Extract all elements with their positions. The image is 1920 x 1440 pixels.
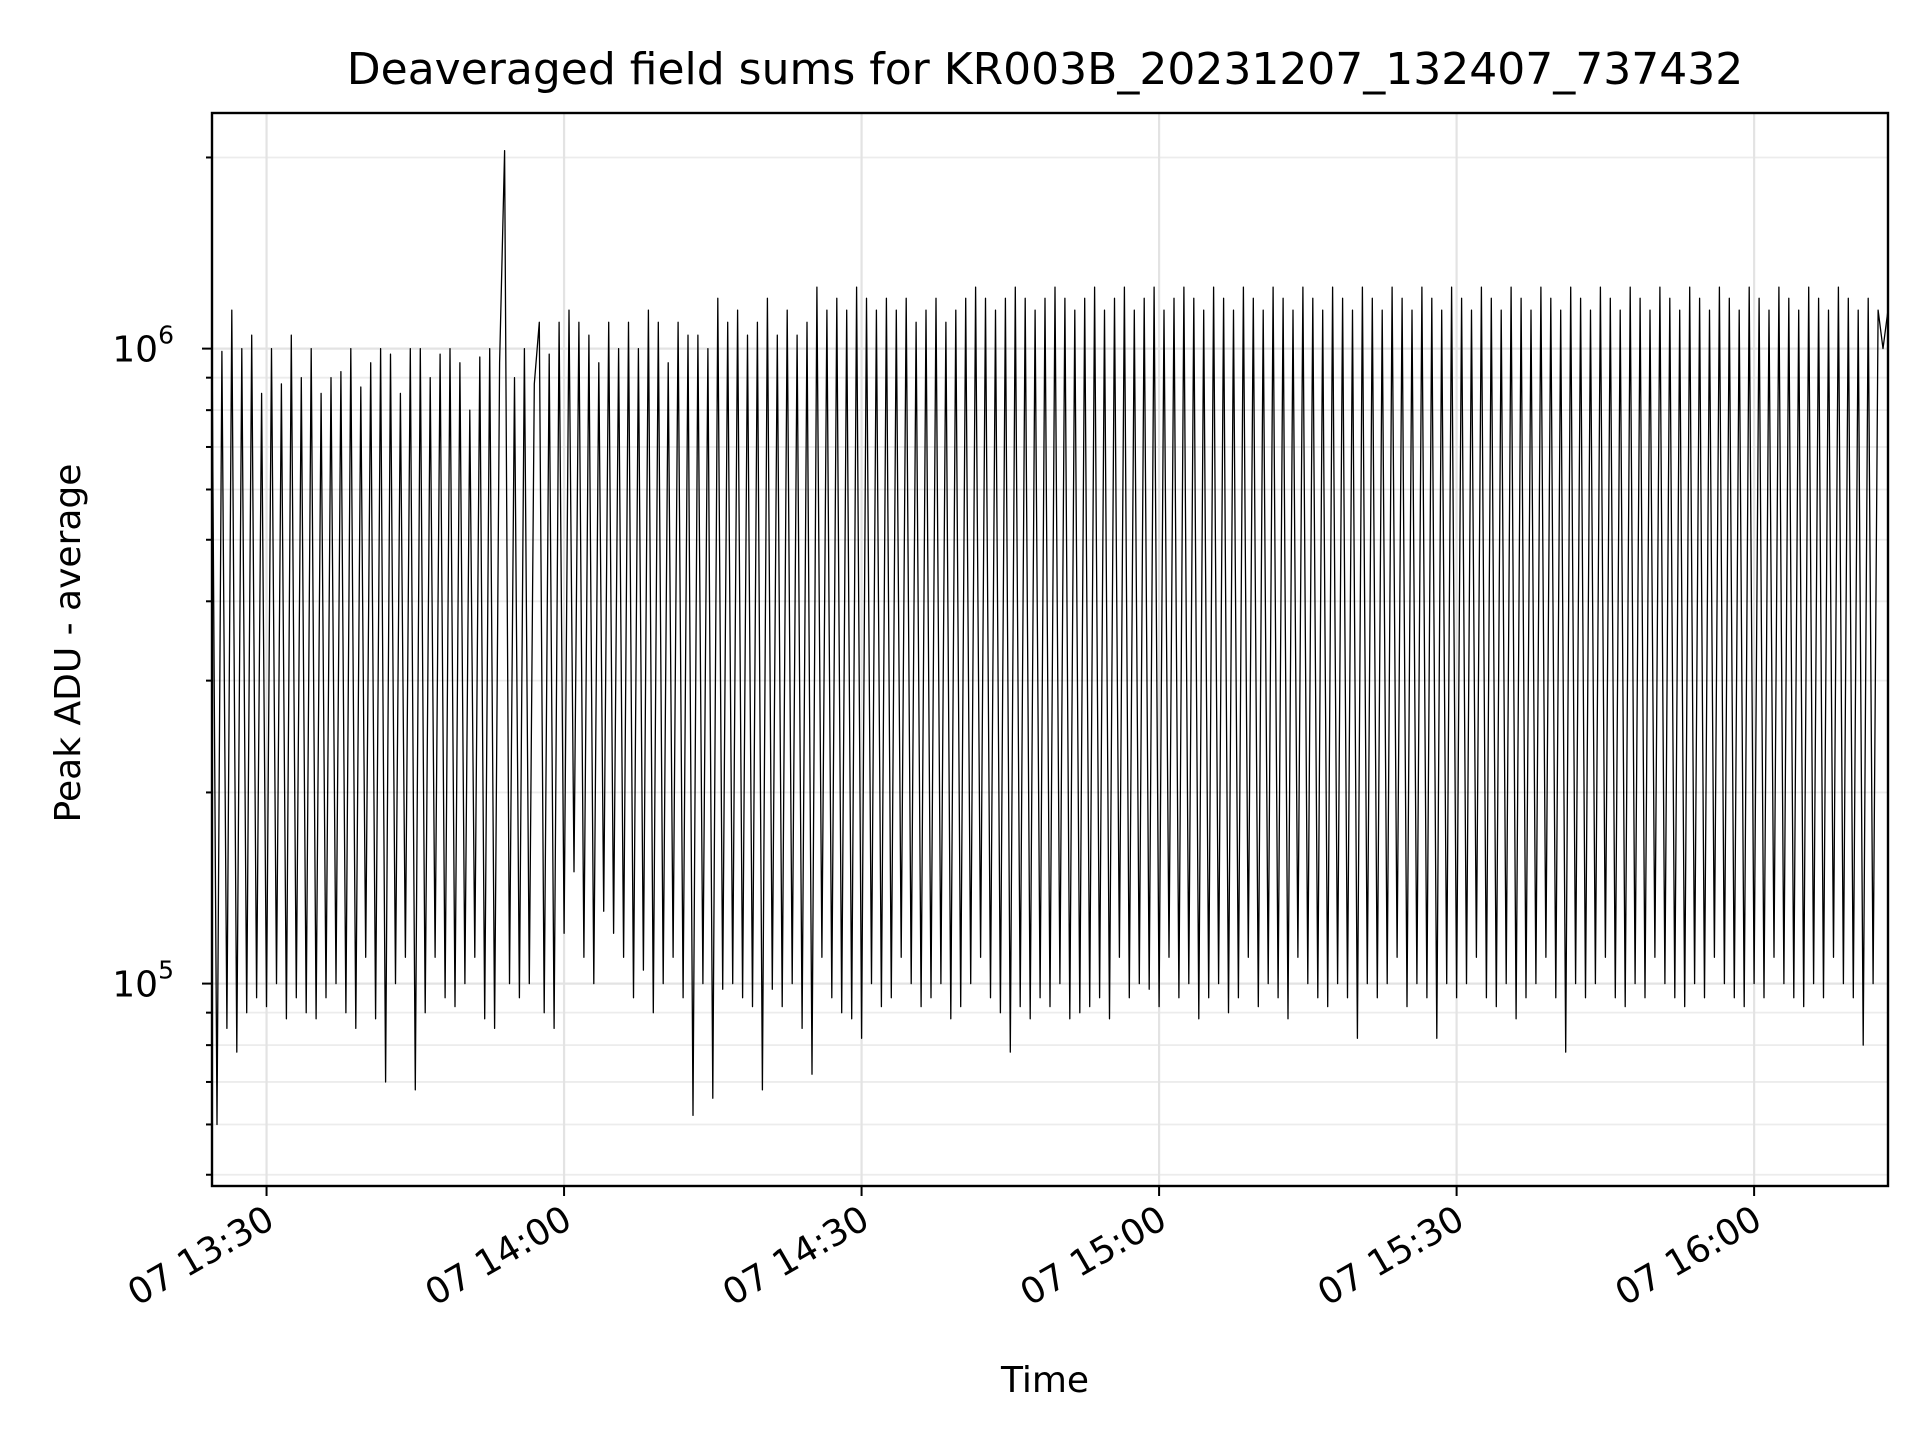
y-tick-exponent: 5 xyxy=(158,956,174,985)
x-axis-label: Time xyxy=(1000,1360,1089,1401)
y-tick-exponent: 6 xyxy=(158,321,174,350)
series-layer xyxy=(211,150,1889,1126)
chart-title: Deaveraged field sums for KR003B_2023120… xyxy=(347,44,1743,95)
series-line xyxy=(211,150,1889,1126)
plot-frame xyxy=(210,111,1890,1188)
y-axis-label: Peak ADU - average xyxy=(48,464,89,823)
